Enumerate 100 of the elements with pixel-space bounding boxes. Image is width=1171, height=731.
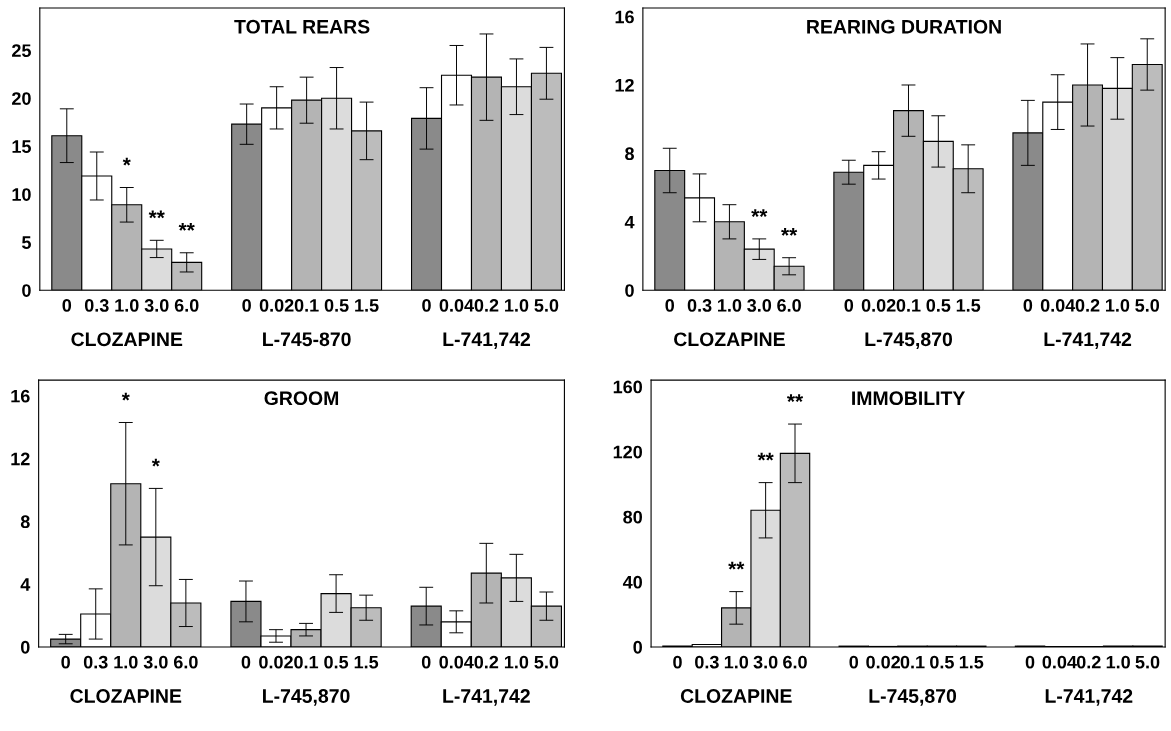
annotation: * [151, 458, 160, 467]
text: L-745-870 [263, 332, 351, 347]
annotation: ** [728, 561, 745, 570]
x-tick-label: 0 [61, 655, 70, 669]
x-tick-label: 1.0 [504, 655, 529, 669]
x-tick-label: 0 [241, 655, 251, 669]
x-tick-label: 6.0 [174, 299, 199, 312]
text: L-745,870 [865, 332, 953, 349]
x-tick-label: 1.5 [956, 299, 981, 312]
x-tick-label: 3.0 [747, 299, 772, 312]
x-tick-label: 6.0 [783, 655, 807, 669]
x-tick-label: 5.0 [1135, 299, 1160, 312]
chart-title: IMMOBILITY [852, 391, 966, 406]
x-tick-label: 0 [665, 299, 675, 312]
y-tick-label: 4 [624, 215, 635, 229]
text: L-745,870 [263, 689, 350, 706]
y-tick-label: 12 [615, 78, 634, 92]
x-tick-label: 1.0 [114, 655, 138, 669]
text: L-741,742 [443, 332, 531, 349]
annotation: ** [757, 452, 774, 461]
x-tick-label: 3.0 [143, 655, 168, 669]
text: CLOZAPINE [680, 689, 792, 703]
x-tick-label: 0.1 [294, 299, 319, 312]
y-tick-label: 20 [12, 92, 31, 105]
y-tick-label: 16 [615, 10, 634, 24]
y-tick-label: 25 [12, 44, 31, 57]
y-tick-label: 5 [22, 236, 31, 249]
y-tick-label: 0 [22, 284, 31, 297]
x-tick-label: 0.5 [324, 655, 349, 669]
x-tick-label: 0 [62, 299, 72, 312]
x-tick-label: 0.3 [84, 299, 109, 312]
x-tick-label: 6.0 [173, 655, 198, 669]
x-tick-label: 0 [849, 655, 859, 669]
x-tick-label: 0.5 [930, 655, 954, 669]
x-tick-label: 5.0 [534, 299, 559, 312]
y-tick-label: 0 [625, 284, 634, 297]
x-tick-label: 0 [844, 299, 854, 312]
x-tick-label: 0.04 [1042, 655, 1077, 669]
x-tick-label: 0.02 [259, 299, 294, 312]
text: CLOZAPINE [70, 689, 182, 703]
y-tick-label: 12 [11, 452, 30, 466]
y-tick-label: 10 [12, 188, 31, 201]
x-tick-label: 0.2 [1075, 299, 1100, 312]
y-tick-label: 4 [20, 578, 31, 591]
y-tick-label: 120 [613, 445, 643, 459]
y-tick-label: 16 [11, 389, 30, 403]
x-tick-label: 1.0 [505, 299, 529, 312]
annotation: ** [178, 223, 195, 231]
x-tick-label: 0.3 [695, 655, 719, 669]
x-tick-label: 0.04 [1040, 299, 1076, 312]
x-tick-label: 0.02 [259, 655, 293, 669]
x-tick-label: 0.3 [83, 655, 108, 669]
x-tick-label: 0.2 [1076, 655, 1101, 669]
x-tick-label: 0.5 [926, 299, 951, 312]
x-tick-label: 0.04 [439, 299, 474, 312]
x-tick-label: 0.1 [294, 655, 319, 669]
y-tick-label: 15 [12, 140, 31, 153]
x-tick-label: 5.0 [534, 655, 559, 669]
chart-title: GROOM [264, 391, 339, 406]
x-tick-label: 1.0 [718, 299, 742, 312]
x-tick-label: 0.5 [324, 299, 349, 312]
y-tick-label: 8 [625, 147, 634, 161]
x-tick-label: 3.0 [144, 299, 169, 312]
x-tick-label: 0.3 [687, 299, 712, 312]
x-tick-label: 0.1 [900, 655, 925, 669]
annotation: ** [148, 210, 165, 219]
x-tick-label: 5.0 [1135, 655, 1160, 669]
annotation: ** [751, 209, 768, 217]
x-tick-label: 0.2 [474, 655, 499, 669]
x-tick-label: 6.0 [777, 299, 801, 312]
annotation: ** [786, 394, 804, 403]
x-tick-label: 1.5 [355, 299, 379, 312]
x-tick-label: 0 [242, 299, 251, 312]
x-tick-label: 0.04 [439, 655, 474, 669]
y-tick-label: 8 [20, 515, 30, 529]
text: L-741,742 [443, 689, 530, 706]
text: L-741,742 [1044, 332, 1132, 349]
x-tick-label: 1.0 [1106, 655, 1130, 669]
y-tick-label: 0 [633, 640, 642, 654]
text: L-741,742 [1045, 689, 1133, 706]
x-tick-label: 0.02 [866, 655, 900, 669]
y-tick-label: 0 [20, 640, 30, 654]
chart-title: TOTAL REARS [234, 19, 370, 34]
x-tick-label: 0 [673, 655, 682, 669]
x-tick-label: 1.0 [1105, 299, 1130, 312]
x-tick-label: 1.0 [115, 299, 139, 312]
y-tick-label: 40 [622, 575, 642, 589]
x-tick-label: 0 [1025, 655, 1035, 669]
x-tick-label: 1.5 [959, 655, 984, 669]
x-tick-label: 3.0 [753, 655, 778, 669]
x-tick-label: 0 [421, 655, 431, 669]
x-tick-label: 0 [422, 299, 431, 312]
y-tick-label: 80 [623, 510, 642, 524]
text: CLOZAPINE [71, 332, 183, 347]
chart-title: REARING DURATION [807, 19, 1001, 34]
text: CLOZAPINE [674, 332, 785, 347]
x-tick-label: 0.1 [896, 299, 921, 312]
annotation: ** [781, 227, 798, 236]
x-tick-label: 0.2 [474, 299, 499, 312]
text: L-745,870 [869, 689, 957, 706]
